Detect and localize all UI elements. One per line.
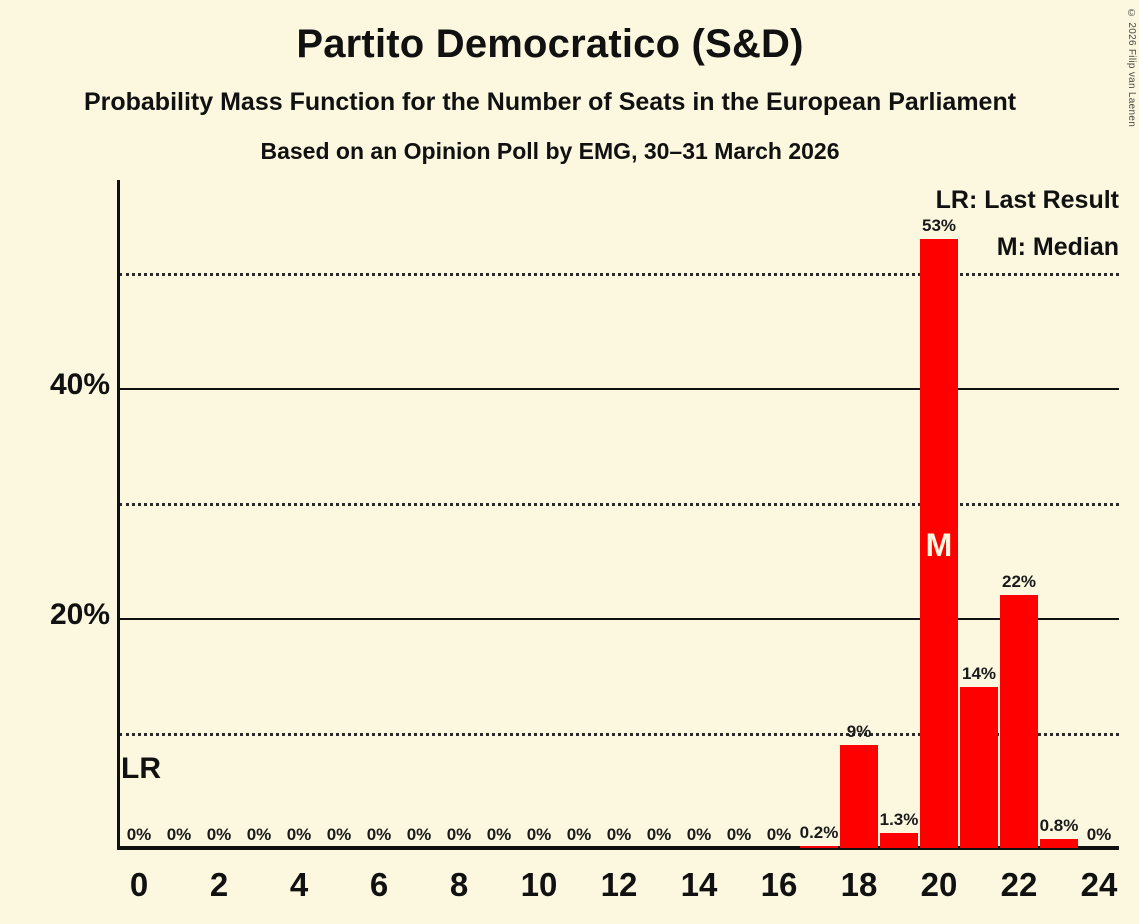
bar-seat-19 [880,833,918,848]
bar-label-seat-9: 0% [486,825,512,844]
bar-seat-21 [960,687,998,848]
bar-label-seat-4: 0% [286,825,312,844]
bar-label-seat-2: 0% [206,825,232,844]
x-tick-6: 6 [369,866,389,903]
y-axis-line [117,180,120,850]
bar-label-seat-12: 0% [606,825,632,844]
copyright-notice: © 2026 Filip van Laenen [1126,8,1137,128]
bar-label-seat-8: 0% [446,825,472,844]
bar-label-seat-16: 0% [766,825,792,844]
gridline-dotted-10 [119,733,1119,736]
legend-median: M: Median [996,233,1119,261]
bar-label-seat-20: 53% [921,215,957,235]
x-axis-line [117,846,1119,850]
bar-label-seat-10: 0% [526,825,552,844]
bar-seat-23 [1040,838,1078,848]
bar-label-seat-14: 0% [686,825,712,844]
bar-seat-22 [1000,595,1038,848]
x-tick-18: 18 [840,866,878,903]
x-tick-12: 12 [600,866,638,903]
bar-label-seat-18: 9% [846,721,872,741]
bar-series [800,238,1078,848]
x-tick-4: 4 [289,866,309,903]
bar-label-seat-19: 1.3% [879,810,919,830]
x-tick-8: 8 [449,866,469,903]
page-title: Partito Democratico (S&D) [296,22,804,66]
bar-seat-18 [840,744,878,848]
legend-last-result: LR: Last Result [935,186,1119,214]
y-axis-label-20: 20% [49,598,110,631]
bar-label-seat-24: 0% [1086,825,1112,844]
bar-label-seat-15: 0% [726,825,752,844]
bar-label-seat-11: 0% [566,825,592,844]
gridline-dotted-30 [119,503,1119,506]
bar-seat-20 [920,238,958,848]
gridline-dotted-50 [119,273,1119,276]
bar-label-seat-23: 0.8% [1039,815,1079,835]
x-tick-16: 16 [760,866,798,903]
bar-label-seat-22: 22% [1001,572,1037,591]
gridline-solid-20 [119,618,1119,620]
bar-label-seat-21: 14% [961,664,997,683]
x-tick-10: 10 [520,866,558,903]
last-result-marker: LR [121,752,161,785]
y-axis-label-40: 40% [49,368,110,401]
x-tick-14: 14 [680,866,718,903]
x-tick-20: 20 [920,866,958,903]
bar-label-seat-3: 0% [246,825,272,844]
bar-label-seat-7: 0% [406,825,432,844]
bar-label-seat-0: 0% [126,825,152,844]
bar-label-seat-1: 0% [166,825,192,844]
bar-seat-17 [800,845,838,848]
x-tick-24: 24 [1080,866,1118,903]
bar-label-seat-17: 0.2% [799,822,839,842]
median-marker: M [925,527,953,563]
bar-label-seat-13: 0% [646,825,672,844]
x-tick-0: 0 [129,866,149,903]
bar-label-seat-5: 0% [326,825,352,844]
x-tick-2: 2 [209,866,229,903]
gridline-solid-40 [119,388,1119,390]
x-tick-22: 22 [1000,866,1038,903]
bar-label-seat-6: 0% [366,825,392,844]
chart-source-note: Based on an Opinion Poll by EMG, 30–31 M… [260,138,840,164]
chart-subtitle: Probability Mass Function for the Number… [83,88,1017,116]
